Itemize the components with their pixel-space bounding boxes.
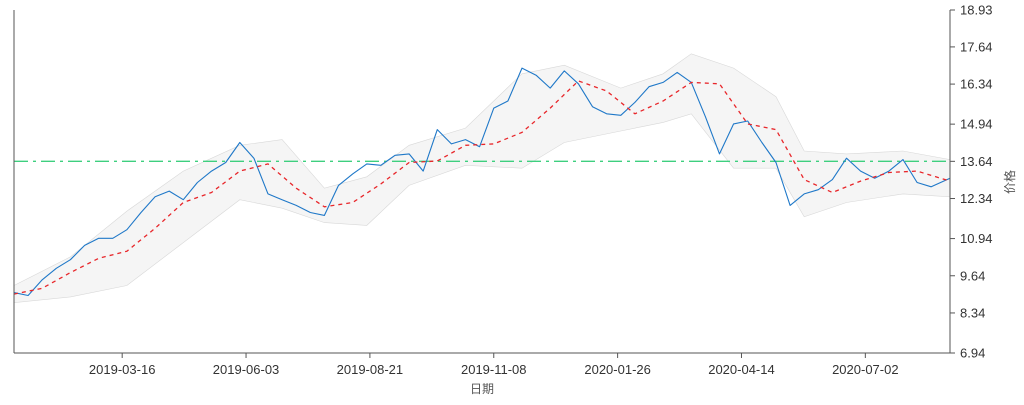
y-tick-label: 12.34 (960, 191, 993, 206)
x-axis-title: 日期 (470, 382, 494, 396)
x-tick-label: 2019-08-21 (337, 362, 404, 377)
y-tick-label: 13.64 (960, 154, 993, 169)
series-layer (13, 67, 951, 297)
series-line-moving-average (13, 80, 951, 295)
y-tick-label: 8.34 (960, 305, 985, 320)
y-tick-label: 10.94 (960, 231, 993, 246)
axes-layer (13, 10, 951, 354)
x-tick-label: 2020-01-26 (584, 362, 651, 377)
y-tick-label: 9.64 (960, 268, 985, 283)
y-tick-label: 14.94 (960, 117, 993, 132)
x-ticks-layer: 2019-03-16 2019-06-03 2019-08-21 2019-11-08… (89, 353, 899, 377)
series-line-price (13, 67, 951, 297)
y-tick-label: 16.34 (960, 77, 993, 92)
y-tick-label: 18.93 (960, 3, 993, 18)
y-axis-title: 价格 (1002, 170, 1017, 194)
x-tick-label: 2019-11-08 (461, 362, 527, 377)
y-ticks-layer: 6.94 8.34 9.64 10.94 12.34 13.64 14.94 16.34 17.… (950, 3, 993, 361)
y-tick-label: 17.64 (960, 39, 993, 54)
x-tick-label: 2020-04-14 (708, 362, 775, 377)
confidence-band (13, 53, 951, 304)
x-tick-label: 2020-07-02 (832, 362, 899, 377)
x-tick-label: 2019-03-16 (89, 362, 156, 377)
y-tick-label: 6.94 (960, 346, 985, 361)
confidence-band-layer (13, 53, 951, 304)
x-tick-label: 2019-06-03 (213, 362, 280, 377)
